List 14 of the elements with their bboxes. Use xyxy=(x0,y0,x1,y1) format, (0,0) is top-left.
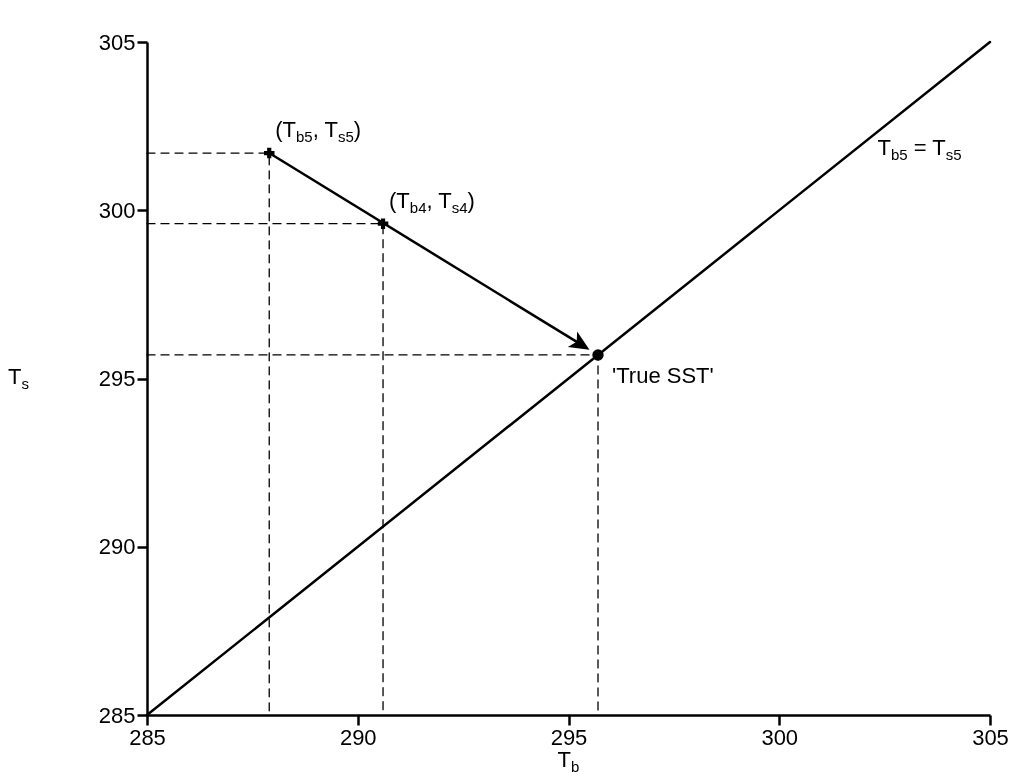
annotation: (T$_{b4}$, T$_{s4}$) xyxy=(389,187,475,216)
series-label: T$_{b5}$ = T$_{s5}$ xyxy=(877,134,962,163)
annotation: (T$_{b5}$, T$_{s5}$) xyxy=(275,117,362,146)
y-axis-title: T$_{s}$ xyxy=(8,364,29,392)
x-tick-label: 300 xyxy=(761,724,799,750)
x-tick-label: 305 xyxy=(972,724,1009,750)
x-tick-label: 290 xyxy=(339,724,377,750)
x-axis-title: T$_{b}$ xyxy=(557,747,580,772)
x-tick-label: 295 xyxy=(550,724,588,750)
y-tick-label: 290 xyxy=(98,534,136,560)
y-tick-label: 300 xyxy=(98,197,136,223)
annotation: 'True SST' xyxy=(612,362,714,388)
y-tick-label: 295 xyxy=(98,366,136,391)
y-tick-label: 305 xyxy=(98,29,136,55)
